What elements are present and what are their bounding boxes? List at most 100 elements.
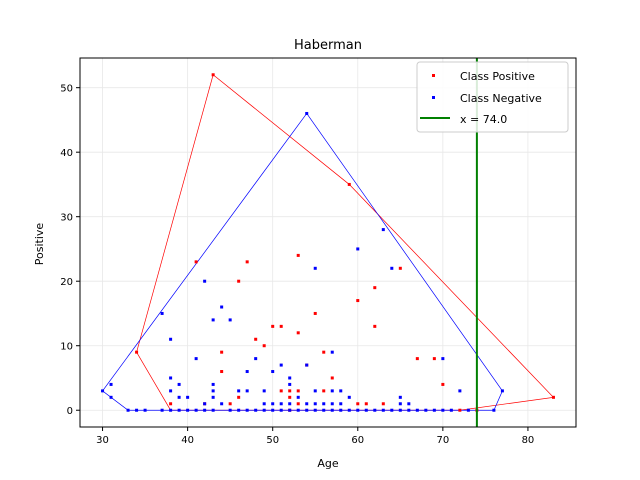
point-positive bbox=[279, 324, 283, 328]
point-negative bbox=[305, 111, 309, 115]
point-positive bbox=[296, 389, 300, 393]
point-negative bbox=[177, 395, 181, 399]
point-negative bbox=[160, 311, 164, 315]
point-negative bbox=[169, 408, 173, 412]
point-positive bbox=[245, 260, 249, 264]
point-positive bbox=[296, 331, 300, 335]
point-negative bbox=[424, 408, 428, 412]
point-negative bbox=[245, 389, 249, 393]
x-tick-label: 70 bbox=[436, 435, 449, 446]
point-negative bbox=[203, 402, 207, 406]
point-negative bbox=[398, 395, 402, 399]
point-positive bbox=[322, 389, 326, 393]
point-positive bbox=[237, 395, 241, 399]
point-negative bbox=[169, 376, 173, 380]
scatter-points bbox=[101, 73, 555, 412]
chart-title: Haberman bbox=[294, 38, 362, 53]
point-positive bbox=[551, 395, 555, 399]
point-negative bbox=[203, 408, 207, 412]
point-positive bbox=[364, 402, 368, 406]
point-negative bbox=[339, 389, 343, 393]
point-negative bbox=[449, 408, 453, 412]
point-positive bbox=[296, 253, 300, 257]
point-negative bbox=[262, 402, 266, 406]
point-negative bbox=[228, 408, 232, 412]
point-negative bbox=[296, 395, 300, 399]
point-negative bbox=[194, 408, 198, 412]
legend-marker-positive bbox=[432, 74, 435, 77]
point-negative bbox=[322, 402, 326, 406]
point-negative bbox=[415, 408, 419, 412]
point-negative bbox=[381, 228, 385, 232]
y-tick-label: 50 bbox=[60, 84, 73, 95]
point-positive bbox=[330, 376, 334, 380]
point-negative bbox=[466, 408, 470, 412]
point-negative bbox=[177, 382, 181, 386]
x-axis-ticks: 30 40 50 60 70 80 bbox=[96, 427, 534, 446]
point-negative bbox=[347, 395, 351, 399]
point-positive bbox=[237, 279, 241, 283]
point-negative bbox=[160, 408, 164, 412]
point-positive bbox=[441, 382, 445, 386]
point-negative bbox=[390, 266, 394, 270]
point-negative bbox=[296, 408, 300, 412]
point-negative bbox=[262, 408, 266, 412]
point-positive bbox=[279, 389, 283, 393]
point-negative bbox=[313, 266, 317, 270]
point-negative bbox=[288, 376, 292, 380]
point-negative bbox=[237, 389, 241, 393]
point-positive bbox=[432, 357, 436, 361]
point-negative bbox=[237, 408, 241, 412]
y-tick-label: 30 bbox=[60, 213, 73, 224]
y-axis-label: Positive bbox=[33, 223, 46, 266]
point-positive bbox=[373, 324, 377, 328]
point-positive bbox=[254, 337, 258, 341]
point-negative bbox=[441, 357, 445, 361]
point-negative bbox=[101, 389, 105, 393]
x-tick-label: 80 bbox=[522, 435, 535, 446]
point-negative bbox=[288, 382, 292, 386]
point-negative bbox=[288, 408, 292, 412]
point-negative bbox=[186, 395, 190, 399]
point-negative bbox=[220, 305, 224, 309]
point-negative bbox=[126, 408, 130, 412]
point-positive bbox=[356, 299, 360, 303]
legend: Class Positive Class Negative x = 74.0 bbox=[416, 61, 569, 133]
point-negative bbox=[432, 408, 436, 412]
point-negative bbox=[169, 337, 173, 341]
legend-label-vline: x = 74.0 bbox=[460, 113, 507, 126]
point-negative bbox=[441, 408, 445, 412]
y-tick-label: 0 bbox=[67, 406, 73, 417]
point-negative bbox=[177, 408, 181, 412]
point-negative bbox=[211, 318, 215, 322]
point-negative bbox=[330, 402, 334, 406]
point-negative bbox=[407, 408, 411, 412]
point-negative bbox=[245, 408, 249, 412]
y-tick-label: 10 bbox=[60, 342, 73, 353]
point-negative bbox=[109, 395, 113, 399]
point-positive bbox=[296, 402, 300, 406]
point-positive bbox=[347, 182, 351, 186]
x-tick-label: 30 bbox=[96, 435, 109, 446]
y-tick-label: 40 bbox=[60, 148, 73, 159]
point-negative bbox=[143, 408, 147, 412]
point-negative bbox=[169, 389, 173, 393]
point-negative bbox=[458, 389, 462, 393]
x-axis-label: Age bbox=[317, 457, 339, 470]
x-tick-label: 60 bbox=[351, 435, 364, 446]
point-negative bbox=[254, 408, 258, 412]
point-positive bbox=[220, 370, 224, 374]
point-negative bbox=[211, 389, 215, 393]
point-negative bbox=[330, 389, 334, 393]
point-negative bbox=[211, 382, 215, 386]
point-positive bbox=[262, 344, 266, 348]
point-positive bbox=[271, 324, 275, 328]
point-negative bbox=[135, 408, 139, 412]
point-negative bbox=[194, 357, 198, 361]
point-negative bbox=[339, 408, 343, 412]
point-positive bbox=[194, 260, 198, 264]
legend-marker-negative bbox=[432, 96, 435, 99]
point-positive bbox=[356, 402, 360, 406]
point-negative bbox=[492, 408, 496, 412]
